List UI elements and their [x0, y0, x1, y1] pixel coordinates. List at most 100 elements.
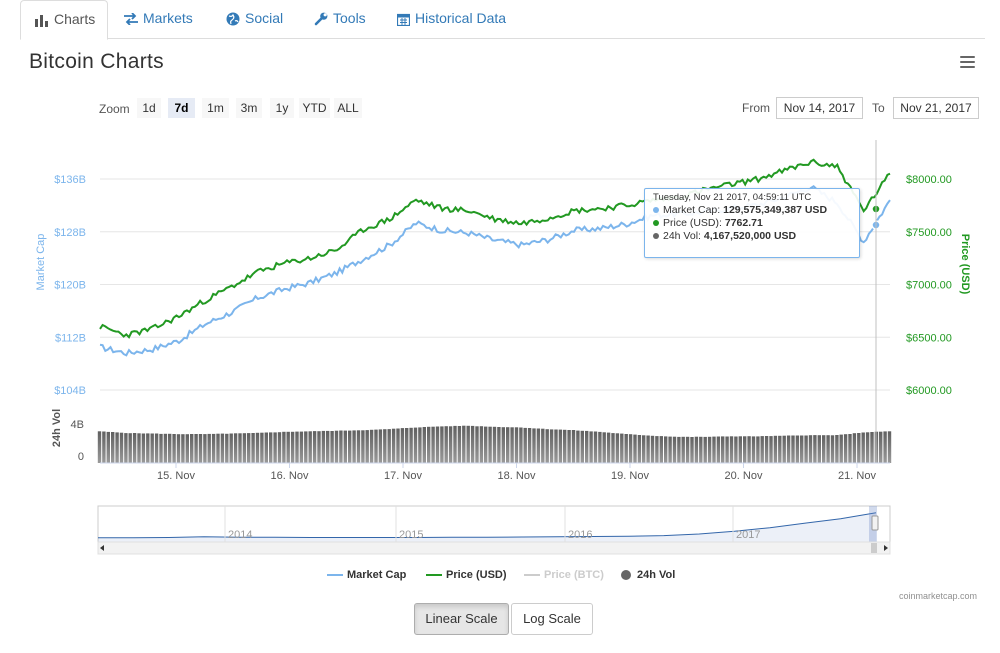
volume-bar [685, 436, 690, 463]
zoom-ytd-button[interactable]: YTD [299, 98, 330, 118]
volume-bar [870, 432, 874, 463]
volume-bar [861, 432, 865, 463]
zoom-1y-button[interactable]: 1y [270, 98, 294, 118]
volume-bar [137, 433, 141, 463]
volume-bar [211, 433, 216, 463]
volume-bar [356, 430, 361, 463]
volume-bar [255, 432, 260, 463]
legend-price-usd[interactable]: Price (USD) [426, 569, 507, 583]
volume-bar [185, 434, 189, 463]
volume-bar [703, 436, 707, 463]
tab-charts[interactable]: Charts [20, 0, 108, 40]
volume-bar [602, 432, 606, 463]
volume-bar [159, 433, 163, 463]
volume-bar [400, 428, 405, 463]
tab-tools[interactable]: Tools [314, 0, 366, 37]
navigator[interactable]: 2014 2015 2016 2017 [97, 505, 891, 555]
volume-bar [879, 431, 883, 463]
range-from-input[interactable]: Nov 14, 2017 [776, 97, 863, 119]
tab-historical-data[interactable]: Historical Data [397, 0, 506, 37]
tab-bar: Charts Markets Social Tools Historical D… [20, 0, 985, 40]
volume-bar [413, 427, 418, 463]
volume-bar [857, 433, 861, 463]
zoom-3m-button[interactable]: 3m [236, 98, 262, 118]
x-axis-tick: 19. Nov [611, 470, 649, 482]
volume-bar [277, 432, 282, 463]
zoom-1m-button[interactable]: 1m [202, 98, 229, 118]
volume-bar [295, 431, 299, 463]
volume-bar [466, 425, 470, 463]
legend-label: Market Cap [347, 569, 407, 581]
volume-bar [791, 435, 795, 463]
volume-bar [405, 428, 409, 463]
volume-bar [225, 433, 229, 463]
volume-bar [571, 430, 576, 463]
scrollbar-track [97, 541, 891, 555]
tab-label: Tools [333, 10, 366, 26]
tooltip-vol-label: 24h Vol: [663, 230, 701, 242]
volume-bar [786, 435, 791, 463]
volume-bar [589, 431, 593, 463]
volume-bar [317, 431, 321, 463]
volume-bar [106, 431, 110, 463]
volume-bar [172, 434, 176, 463]
volume-bar [760, 436, 764, 463]
volume-bar [475, 426, 479, 463]
volume-bar [141, 433, 146, 463]
zoom-7d-button[interactable]: 7d [168, 98, 195, 118]
page-title: Bitcoin Charts [29, 50, 164, 73]
volume-bar [576, 430, 580, 463]
tab-markets[interactable]: Markets [124, 0, 193, 37]
globe-icon [226, 12, 240, 26]
volume-bar [734, 436, 738, 463]
legend-market-cap[interactable]: Market Cap [327, 569, 406, 583]
tooltip-market-cap-label: Market Cap: [663, 204, 721, 216]
volume-bar [435, 426, 440, 463]
volume-bar [510, 427, 514, 463]
volume-bar [549, 429, 554, 463]
volume-bar [198, 434, 203, 463]
credit-link[interactable]: coinmarketcap.com [899, 591, 978, 601]
price-chart[interactable]: $104B $6000.00 $112B $6500.00 $120B $7000.00 $… [0, 0, 1000, 600]
right-axis-tick: $7500.00 [906, 227, 952, 239]
volume-bar [422, 427, 426, 463]
volume-bar [672, 436, 677, 463]
right-axis-tick: $6500.00 [906, 332, 952, 344]
volume-bar [453, 425, 457, 463]
zoom-all-button[interactable]: ALL [334, 98, 362, 118]
legend-24h-vol[interactable]: 24h Vol [621, 569, 675, 583]
tab-label: Historical Data [415, 10, 507, 26]
volume-bar [150, 433, 154, 463]
volume-bar [751, 436, 756, 463]
volume-bar [795, 435, 800, 463]
volume-bar [251, 433, 255, 463]
range-to-input[interactable]: Nov 21, 2017 [893, 97, 979, 119]
volume-bar [887, 431, 892, 463]
x-axis-tick: 16. Nov [271, 470, 309, 482]
volume-bar [260, 432, 264, 463]
price-line [99, 158, 891, 339]
legend-price-btc[interactable]: Price (BTC) [524, 569, 604, 583]
volume-bar [479, 426, 484, 463]
volume-bar [637, 435, 642, 463]
tab-social[interactable]: Social [226, 0, 283, 37]
linear-scale-button[interactable]: Linear Scale [414, 603, 509, 635]
volume-bar [580, 430, 584, 463]
axes: $104B $6000.00 $112B $6500.00 $120B $7000.00 $… [35, 174, 971, 482]
zoom-1d-button[interactable]: 1d [137, 98, 161, 118]
volume-bar [585, 430, 589, 463]
log-scale-button[interactable]: Log Scale [511, 603, 593, 635]
volume-bar [659, 436, 663, 463]
volume-bar [431, 426, 435, 463]
volume-bar [782, 435, 786, 463]
volume-bar [598, 431, 602, 463]
volume-bar [558, 429, 563, 463]
volume-bar [269, 432, 273, 463]
volume-bar [628, 434, 633, 463]
volume-bar [497, 427, 501, 463]
volume-bar [247, 433, 251, 463]
volume-bar [470, 425, 475, 463]
volume-bar [567, 430, 571, 463]
volume-bar [418, 427, 422, 463]
chart-menu-icon[interactable] [960, 56, 975, 68]
